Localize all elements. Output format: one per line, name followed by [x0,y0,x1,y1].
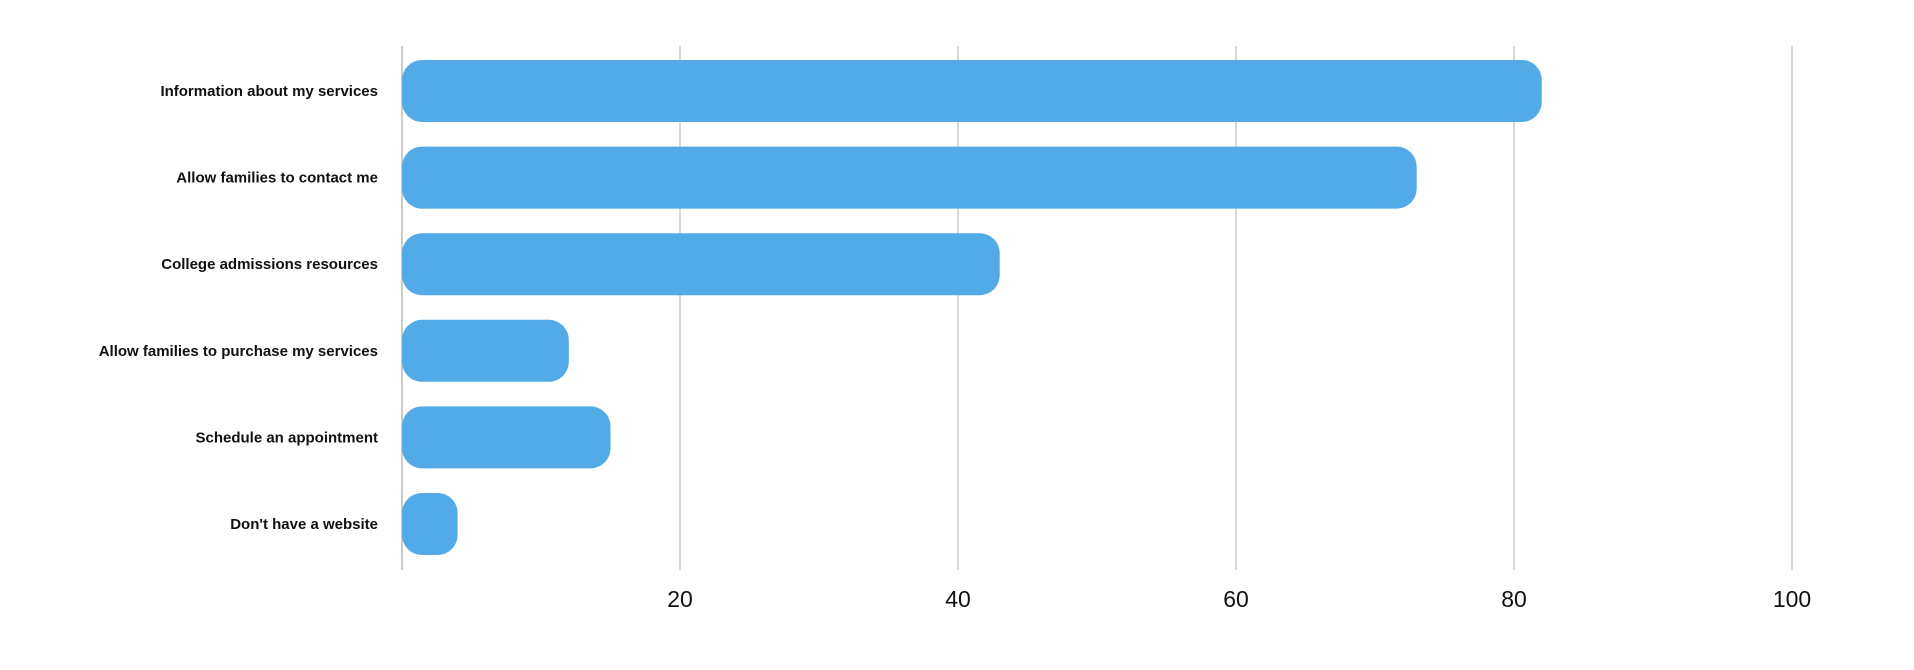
grid-layer [401,46,1793,570]
x-tick-label-60: 60 [1223,586,1249,612]
category-label-3: Allow families to purchase my services [99,343,378,360]
bar-3 [402,319,569,382]
category-label-5: Don't have a website [230,516,378,533]
category-label-4: Schedule an appointment [195,429,378,446]
bar-0 [402,60,1542,122]
x-tick-label-100: 100 [1773,586,1811,612]
category-label-1: Allow families to contact me [176,170,378,187]
bar-5 [402,493,458,555]
tick-label-layer: 20 40 60 80 100 [667,586,1811,612]
x-tick-label-40: 40 [945,586,971,612]
x-tick-label-80: 80 [1501,586,1527,612]
category-label-2: College admissions resources [161,256,378,273]
x-tick-label-20: 20 [667,586,693,612]
bar-2 [402,233,1000,296]
bar-layer [402,60,1542,555]
bar-1 [402,146,1417,209]
category-label-layer: Information about my services Allow famil… [99,83,378,533]
category-label-0: Information about my services [160,83,378,100]
bar-4 [402,406,611,469]
